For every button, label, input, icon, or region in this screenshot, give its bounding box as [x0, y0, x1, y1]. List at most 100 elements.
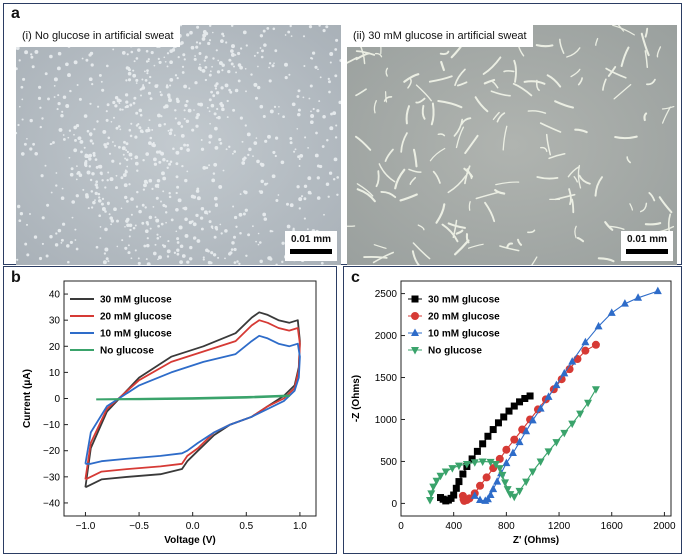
data-point-10-mm-glucose — [568, 357, 577, 365]
scale-bar-left-line — [290, 249, 332, 254]
data-point-10-mm-glucose — [653, 286, 662, 295]
data-point-no-glucose — [591, 386, 600, 394]
data-point-no-glucose — [515, 487, 524, 496]
data-point-no-glucose — [462, 460, 471, 469]
panel-b-letter: b — [11, 269, 21, 286]
y-tick-label: −40 — [43, 498, 60, 509]
y-axis-label: Current (μA) — [22, 369, 33, 428]
data-point-30-mm-glucose — [484, 432, 492, 440]
y-axis-label: -Z (Ohms) — [351, 375, 362, 422]
data-point-10-mm-glucose — [502, 458, 511, 467]
x-tick-label: −1.0 — [76, 521, 96, 532]
data-point-10-mm-glucose — [515, 437, 524, 446]
micrograph-left-caption: (i) No glucose in artificial sweat — [16, 25, 180, 47]
data-point-30-mm-glucose — [479, 440, 487, 448]
x-tick-label: 0.5 — [239, 521, 253, 532]
y-tick-label: 500 — [380, 457, 397, 468]
scale-bar-right: 0.01 mm — [621, 231, 673, 261]
data-point-20-mm-glucose — [465, 494, 474, 503]
legend-label-10-mm-glucose: 10 mM glucose — [100, 329, 172, 340]
data-point-no-glucose — [425, 497, 434, 505]
data-point-20-mm-glucose — [591, 340, 600, 349]
legend-label-20-mm-glucose: 20 mM glucose — [428, 312, 500, 323]
panel-c-letter: c — [351, 269, 360, 286]
x-tick-label: 0 — [398, 521, 404, 532]
data-point-no-glucose — [503, 486, 512, 494]
data-point-10-mm-glucose — [594, 321, 603, 330]
data-point-no-glucose — [454, 462, 463, 471]
data-point-no-glucose — [441, 468, 450, 477]
panel-a: a (i) No glucose in artificial sweat 0.0… — [3, 3, 682, 265]
data-point-10-mm-glucose — [620, 299, 629, 307]
micrograph-right-caption: (ii) 30 mM glucose in artificial sweat — [347, 25, 533, 47]
data-point-no-glucose — [552, 439, 561, 447]
data-point-30-mm-glucose — [455, 478, 463, 486]
nyquist-chart: 0 400 800 1200 1600 2000 0 500 1000 1500 2000 2500 Z… — [351, 280, 676, 546]
data-point-30-mm-glucose — [452, 484, 460, 492]
data-point-10-mm-glucose — [489, 484, 498, 493]
panel-b: b −1.0 −0.5 0.0 0.5 1.0 40 30 20 10 0 −10 −20 −30 −40… — [3, 266, 337, 554]
data-point-10-mm-glucose — [607, 308, 616, 316]
x-tick-label: 1200 — [548, 521, 571, 532]
legend-marker-no-glucose — [411, 347, 419, 355]
panel-c: c 0 400 800 1200 1600 2000 0 500 1000 1500 2000 250… — [343, 266, 682, 554]
micrograph-glucose-texture — [347, 25, 677, 265]
data-point-no-glucose — [478, 458, 487, 466]
data-point-10-mm-glucose — [552, 380, 561, 389]
data-point-10-mm-glucose — [536, 404, 545, 412]
y-tick-label: 1000 — [375, 415, 398, 426]
data-point-30-mm-glucose — [459, 470, 467, 478]
y-tick-label: 30 — [49, 316, 61, 327]
data-point-10-mm-glucose — [528, 415, 537, 424]
data-point-no-glucose — [510, 493, 519, 502]
legend-label-no-glucose: No glucose — [100, 346, 154, 357]
y-tick-label: 20 — [49, 342, 61, 353]
y-tick-label: 2500 — [375, 289, 398, 300]
data-point-no-glucose — [498, 471, 507, 480]
data-point-10-mm-glucose — [470, 491, 479, 499]
data-point-no-glucose — [448, 465, 457, 473]
plot-frame — [400, 280, 672, 517]
data-point-30-mm-glucose — [510, 402, 518, 410]
data-point-20-mm-glucose — [565, 365, 574, 374]
data-point-no-glucose — [470, 459, 479, 467]
data-point-30-mm-glucose — [494, 419, 502, 427]
x-tick-label: 0.0 — [186, 521, 200, 532]
data-point-10-mm-glucose — [483, 494, 492, 503]
micrograph-no-glucose: (i) No glucose in artificial sweat 0.01 … — [16, 25, 341, 265]
legend-marker-30-mm-glucose — [411, 295, 419, 303]
scale-bar-left: 0.01 mm — [285, 231, 337, 261]
scale-bar-right-line — [626, 249, 668, 254]
data-point-30-mm-glucose — [516, 398, 524, 406]
data-point-30-mm-glucose — [489, 426, 497, 434]
data-point-10-mm-glucose — [581, 337, 590, 346]
x-tick-label: 1.0 — [293, 521, 307, 532]
data-point-no-glucose — [522, 478, 531, 487]
x-tick-label: 400 — [445, 521, 462, 532]
data-point-10-mm-glucose — [493, 477, 502, 485]
data-point-no-glucose — [528, 468, 537, 477]
data-point-10-mm-glucose — [544, 392, 553, 400]
legend-label-30-mm-glucose: 30 mM glucose — [100, 295, 172, 306]
data-point-20-mm-glucose — [581, 346, 590, 355]
data-point-30-mm-glucose — [505, 407, 513, 415]
legend-label-20-mm-glucose: 20 mM glucose — [100, 312, 172, 323]
data-point-30-mm-glucose — [473, 447, 481, 455]
data-point-10-mm-glucose — [508, 448, 517, 457]
data-point-no-glucose — [501, 479, 510, 487]
data-point-no-glucose — [429, 483, 438, 492]
y-tick-label: −10 — [43, 420, 60, 431]
y-tick-label: 2000 — [375, 331, 398, 342]
data-point-no-glucose — [436, 472, 445, 481]
data-point-30-mm-glucose — [526, 392, 534, 400]
data-point-no-glucose — [544, 448, 553, 456]
data-point-20-mm-glucose — [495, 454, 504, 463]
data-point-20-mm-glucose — [482, 473, 491, 482]
x-tick-label: −0.5 — [129, 521, 149, 532]
scale-bar-left-label: 0.01 mm — [290, 234, 332, 245]
legend-label-30-mm-glucose: 30 mM glucose — [428, 295, 500, 306]
panel-a-letter: a — [11, 5, 20, 22]
data-point-no-glucose — [560, 429, 569, 438]
data-point-no-glucose — [536, 458, 545, 466]
data-point-20-mm-glucose — [476, 481, 485, 490]
